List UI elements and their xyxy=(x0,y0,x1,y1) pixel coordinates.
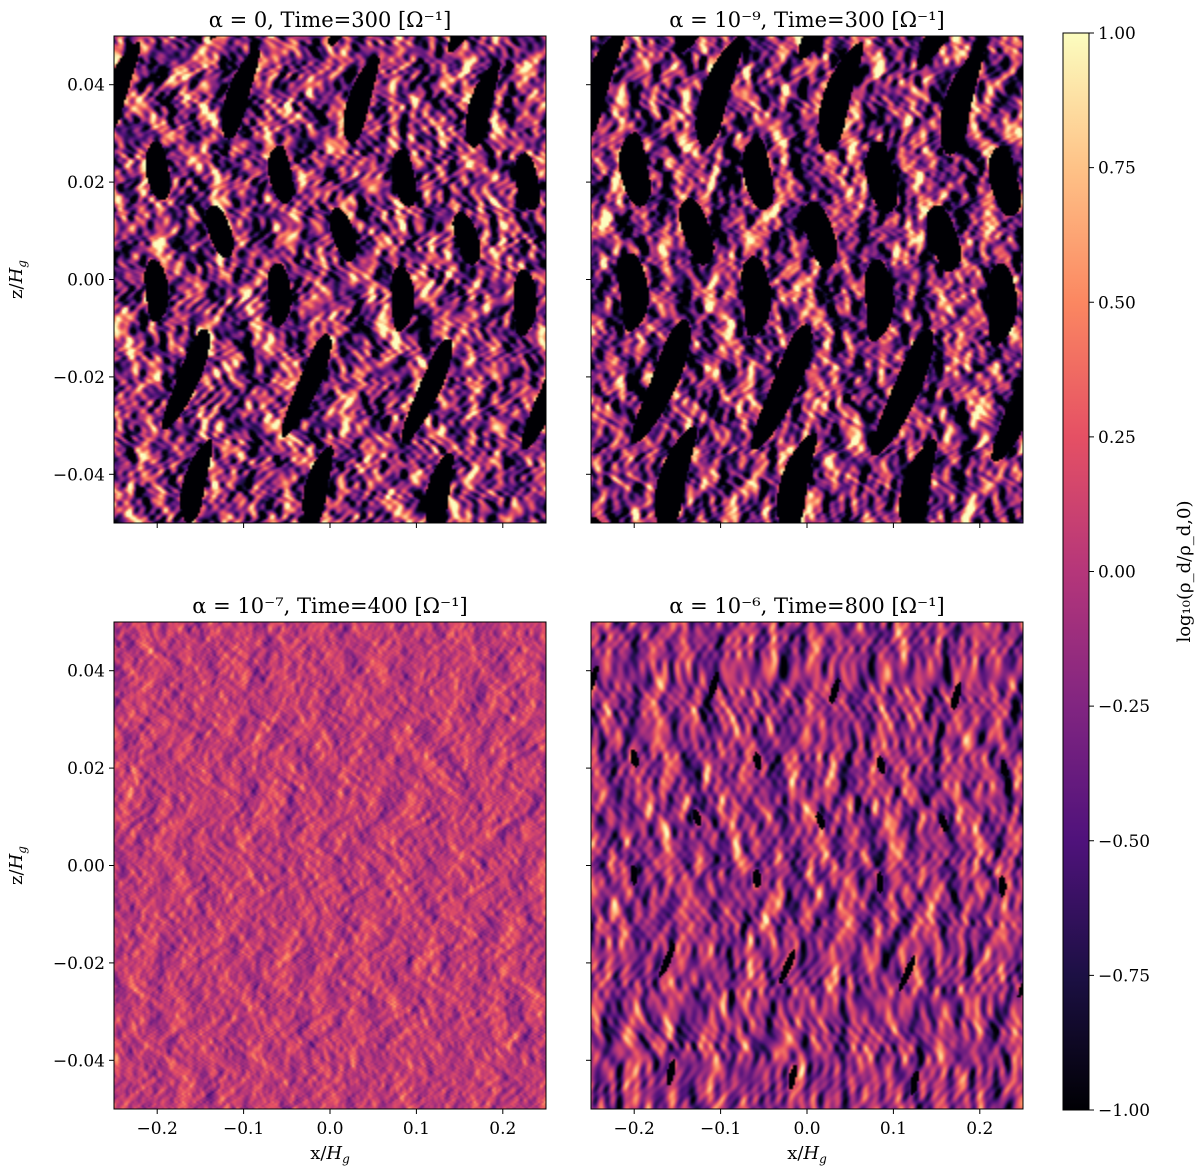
colorbar-gradient xyxy=(1062,32,1090,1111)
heatmap-image xyxy=(114,622,546,1109)
panel-title: α = 10⁻⁶, Time=800 [Ω⁻¹] xyxy=(669,594,944,618)
y-tick-label: 0.00 xyxy=(67,271,105,291)
colorbar-tick-label: 0.75 xyxy=(1098,159,1136,179)
x-tick-label: 0.1 xyxy=(403,1119,430,1139)
y-tick-label: 0.04 xyxy=(67,662,105,682)
colorbar-tick-label: 1.00 xyxy=(1098,24,1136,44)
y-tick-label: −0.02 xyxy=(53,368,105,388)
panel-title: α = 10⁻⁹, Time=300 [Ω⁻¹] xyxy=(669,8,944,32)
x-tick-label: −0.2 xyxy=(137,1119,178,1139)
panel-title: α = 10⁻⁷, Time=400 [Ω⁻¹] xyxy=(192,594,467,618)
colorbar-tick-label: 0.25 xyxy=(1098,428,1136,448)
x-tick-label: −0.2 xyxy=(614,1119,655,1139)
x-axis-label: x/Hg xyxy=(787,1143,827,1166)
colorbar-label: log₁₀(ρ_d/ρ_d,0) xyxy=(1174,500,1195,642)
panel-3: α = 10⁻⁷, Time=400 [Ω⁻¹] −0.2 −0.1 0.0 0.1 0.… xyxy=(6,594,547,1166)
panel-2: α = 10⁻⁹, Time=300 [Ω⁻¹] xyxy=(586,8,1024,528)
x-tick-label: −0.1 xyxy=(223,1119,264,1139)
colorbar: 1.00 0.75 0.50 0.25 0.00 −0.25 −0.50 −0.75 −1.00… xyxy=(1062,24,1195,1121)
y-tick-label: 0.02 xyxy=(67,759,105,779)
x-tick-label: 0.1 xyxy=(880,1119,907,1139)
panel-1: α = 0, Time=300 [Ω⁻¹] 0.04 0.02 0.00 −0.02 −0… xyxy=(6,8,547,528)
x-tick-label: −0.1 xyxy=(700,1119,741,1139)
y-tick-label: 0.04 xyxy=(67,76,105,96)
panels: α = 0, Time=300 [Ω⁻¹] 0.04 0.02 0.00 −0.02 −0… xyxy=(6,8,1024,1166)
panel-title: α = 0, Time=300 [Ω⁻¹] xyxy=(209,8,452,32)
x-axis-label: x/Hg xyxy=(310,1143,350,1166)
panel-4: α = 10⁻⁶, Time=800 [Ω⁻¹] −0.2 −0.1 0.0 0.1 0.… xyxy=(586,594,1024,1166)
colorbar-tick-label: 0.00 xyxy=(1098,563,1136,583)
y-axis-label: z/Hg xyxy=(6,846,29,885)
heatmap-image xyxy=(114,36,546,523)
y-tick-label: −0.04 xyxy=(53,1051,105,1071)
y-axis-label: z/Hg xyxy=(6,260,29,299)
y-tick-label: −0.04 xyxy=(53,465,105,485)
colorbar-tick-label: −0.25 xyxy=(1098,697,1150,717)
heatmap-image xyxy=(591,622,1023,1109)
heatmap-image xyxy=(591,36,1023,523)
colorbar-tick-label: 0.50 xyxy=(1098,293,1136,313)
x-tick-label: 0.0 xyxy=(316,1119,343,1139)
colorbar-tick-label: −1.00 xyxy=(1098,1101,1150,1121)
x-tick-label: 0.2 xyxy=(966,1119,993,1139)
y-tick-label: 0.00 xyxy=(67,857,105,877)
colorbar-tick-label: −0.50 xyxy=(1098,832,1150,852)
x-tick-label: 0.2 xyxy=(489,1119,516,1139)
x-tick-label: 0.0 xyxy=(793,1119,820,1139)
y-tick-label: 0.02 xyxy=(67,173,105,193)
colorbar-tick-label: −0.75 xyxy=(1098,966,1150,986)
y-tick-label: −0.02 xyxy=(53,954,105,974)
